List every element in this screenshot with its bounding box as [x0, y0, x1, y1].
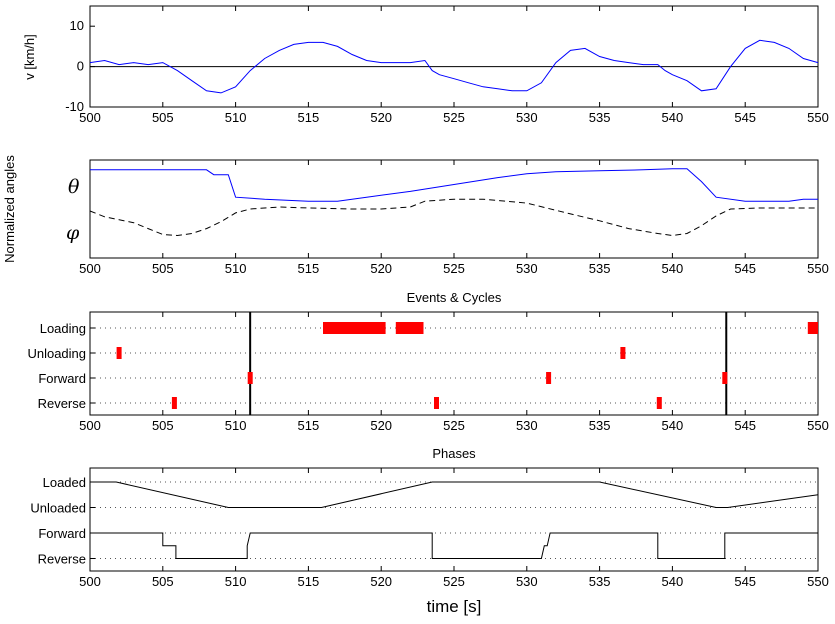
angles-phi-tick: φ — [66, 222, 80, 244]
events-axes — [89, 311, 819, 416]
angles-xtick-label: 510 — [225, 261, 247, 276]
angles-xtick-label: 515 — [298, 261, 320, 276]
phases-xtick-label: 535 — [589, 574, 611, 589]
phases-axes — [89, 467, 819, 572]
angles-xtick-label: 525 — [443, 261, 465, 276]
events-xtick-label: 550 — [807, 418, 829, 433]
velocity-xtick-label: 545 — [734, 110, 756, 125]
phases-xlabel: time [s] — [427, 597, 482, 616]
velocity-series-line — [89, 39, 819, 94]
event-marker-loading — [323, 322, 386, 334]
phases-xtick-label: 525 — [443, 574, 465, 589]
phases-xtick-label: 505 — [152, 574, 174, 589]
angles-theta-tick: θ — [68, 176, 80, 198]
events-xtick-label: 520 — [370, 418, 392, 433]
velocity-xtick-label: 505 — [152, 110, 174, 125]
velocity-ytick-label: 10 — [70, 18, 84, 33]
phases-xtick-label: 545 — [734, 574, 756, 589]
load-phase-line — [90, 481, 819, 508]
phases-ytick-label: Loaded — [43, 475, 86, 490]
events-xtick-label: 535 — [589, 418, 611, 433]
events-xtick-label: 505 — [152, 418, 174, 433]
event-marker-unloading — [116, 347, 122, 359]
event-marker-loading — [395, 322, 424, 334]
velocity-xtick-label: 550 — [807, 110, 829, 125]
event-marker-forward — [247, 372, 253, 384]
phases-xtick-label: 500 — [79, 574, 101, 589]
phases-ytick-label: Reverse — [38, 552, 86, 567]
angles-ylabel: Normalized angles — [2, 155, 17, 263]
phases-xtick-label: 515 — [298, 574, 320, 589]
phases-xtick-label: 530 — [516, 574, 538, 589]
angles-xtick-label: 550 — [807, 261, 829, 276]
angles-axes — [89, 159, 819, 259]
events-xtick-label: 545 — [734, 418, 756, 433]
events-ytick-label: Unloading — [27, 346, 86, 361]
velocity-xtick-label: 525 — [443, 110, 465, 125]
phases-xtick-label: 540 — [662, 574, 684, 589]
phases-xtick-label: 520 — [370, 574, 392, 589]
velocity-xtick-label: 520 — [370, 110, 392, 125]
angles-xtick-label: 540 — [662, 261, 684, 276]
events-xtick-label: 510 — [225, 418, 247, 433]
events-ytick-label: Forward — [38, 371, 86, 386]
angles-xtick-label: 505 — [152, 261, 174, 276]
events-xtick-label: 525 — [443, 418, 465, 433]
events-xtick-label: 500 — [79, 418, 101, 433]
phases-xtick-label: 510 — [225, 574, 247, 589]
phases-ytick-label: Unloaded — [30, 501, 86, 516]
events-ytick-label: Reverse — [38, 396, 86, 411]
velocity-xtick-label: 530 — [516, 110, 538, 125]
velocity-xtick-label: 515 — [298, 110, 320, 125]
event-marker-forward — [722, 372, 728, 384]
velocity-ylabel: v [km/h] — [22, 34, 37, 80]
angles-xtick-label: 530 — [516, 261, 538, 276]
velocity-xtick-label: 540 — [662, 110, 684, 125]
event-marker-forward — [546, 372, 552, 384]
velocity-axes — [89, 5, 819, 108]
event-marker-reverse — [171, 397, 177, 409]
events-xtick-label: 515 — [298, 418, 320, 433]
angles-xtick-label: 545 — [734, 261, 756, 276]
angles-xtick-label: 520 — [370, 261, 392, 276]
velocity-xtick-label: 500 — [79, 110, 101, 125]
events-title: Events & Cycles — [407, 290, 502, 305]
phi-series-line — [89, 198, 818, 237]
event-marker-unloading — [620, 347, 626, 359]
events-xtick-label: 540 — [662, 418, 684, 433]
event-marker-reverse — [434, 397, 439, 409]
event-marker-reverse — [656, 397, 662, 409]
angles-xtick-label: 500 — [79, 261, 101, 276]
phases-ytick-label: Forward — [38, 526, 86, 541]
angles-xtick-label: 535 — [589, 261, 611, 276]
events-xtick-label: 530 — [516, 418, 538, 433]
theta-series-line — [90, 168, 818, 202]
event-marker-loading — [807, 322, 818, 334]
velocity-ytick-label: 0 — [77, 59, 84, 74]
phases-title: Phases — [432, 446, 476, 461]
velocity-ytick-label: -10 — [65, 99, 84, 114]
velocity-xtick-label: 535 — [589, 110, 611, 125]
phases-xtick-label: 550 — [807, 574, 829, 589]
velocity-xtick-label: 510 — [225, 110, 247, 125]
events-ytick-label: Loading — [40, 321, 86, 336]
direction-phase-line — [90, 532, 818, 559]
